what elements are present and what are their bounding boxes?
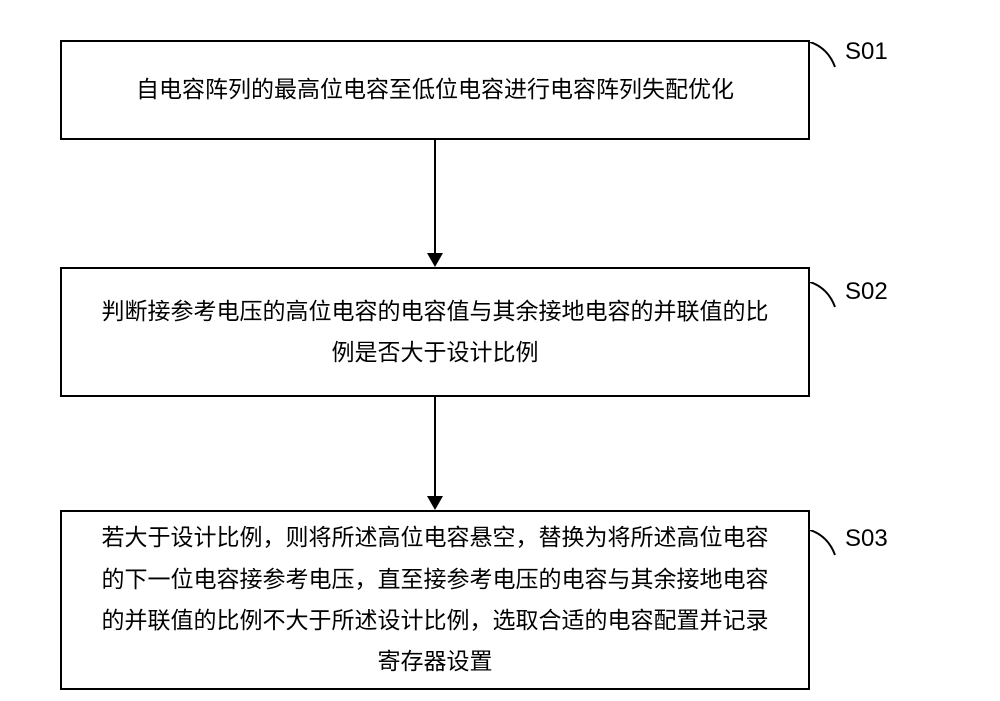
box-text: 若大于设计比例，则将所述高位电容悬空，替换为将所述高位电容的下一位电容接参考电压…: [62, 517, 808, 683]
step-label-s01: S01: [845, 38, 888, 66]
step-label-s02: S02: [845, 278, 888, 306]
arrow-head-icon: [427, 496, 443, 510]
flowchart-box-s01: 自电容阵列的最高位电容至低位电容进行电容阵列失配优化: [60, 40, 810, 140]
arrow-line: [434, 397, 436, 496]
box-text: 判断接参考电压的高位电容的电容值与其余接地电容的并联值的比例是否大于设计比例: [62, 291, 808, 374]
step-label-s03: S03: [845, 525, 888, 553]
flowchart-box-s02: 判断接参考电压的高位电容的电容值与其余接地电容的并联值的比例是否大于设计比例: [60, 267, 810, 397]
arrow-connector: [427, 140, 443, 267]
box-text: 自电容阵列的最高位电容至低位电容进行电容阵列失配优化: [106, 69, 764, 110]
arrow-connector: [427, 397, 443, 510]
label-connector-curve: [810, 42, 840, 72]
arrow-head-icon: [427, 253, 443, 267]
flowchart-box-s03: 若大于设计比例，则将所述高位电容悬空，替换为将所述高位电容的下一位电容接参考电压…: [60, 510, 810, 690]
label-connector-curve: [810, 282, 840, 312]
label-connector-curve: [810, 530, 840, 560]
arrow-line: [434, 140, 436, 253]
